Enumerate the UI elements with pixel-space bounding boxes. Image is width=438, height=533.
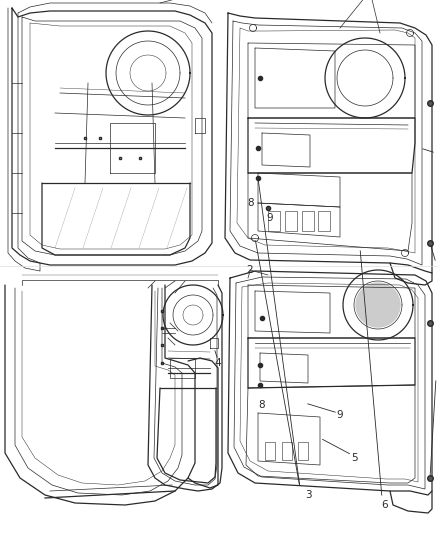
Text: 9: 9	[267, 213, 273, 223]
Text: 9: 9	[337, 410, 343, 420]
Text: 3: 3	[305, 490, 311, 500]
Bar	[302, 211, 314, 231]
Text: 5: 5	[352, 453, 358, 463]
Bar	[285, 211, 297, 231]
Text: 6: 6	[381, 500, 389, 510]
Text: 3: 3	[437, 258, 438, 268]
Text: 8: 8	[258, 400, 265, 410]
Text: 4: 4	[215, 358, 221, 368]
Circle shape	[356, 283, 400, 327]
Text: 1: 1	[437, 148, 438, 158]
Bar	[318, 211, 330, 231]
Bar	[170, 358, 195, 378]
Text: 2: 2	[247, 265, 253, 275]
Bar	[265, 442, 275, 460]
Bar	[268, 211, 280, 231]
Text: 8: 8	[247, 198, 254, 208]
Bar	[298, 442, 308, 460]
Text: 3: 3	[437, 373, 438, 383]
Bar	[282, 442, 292, 460]
